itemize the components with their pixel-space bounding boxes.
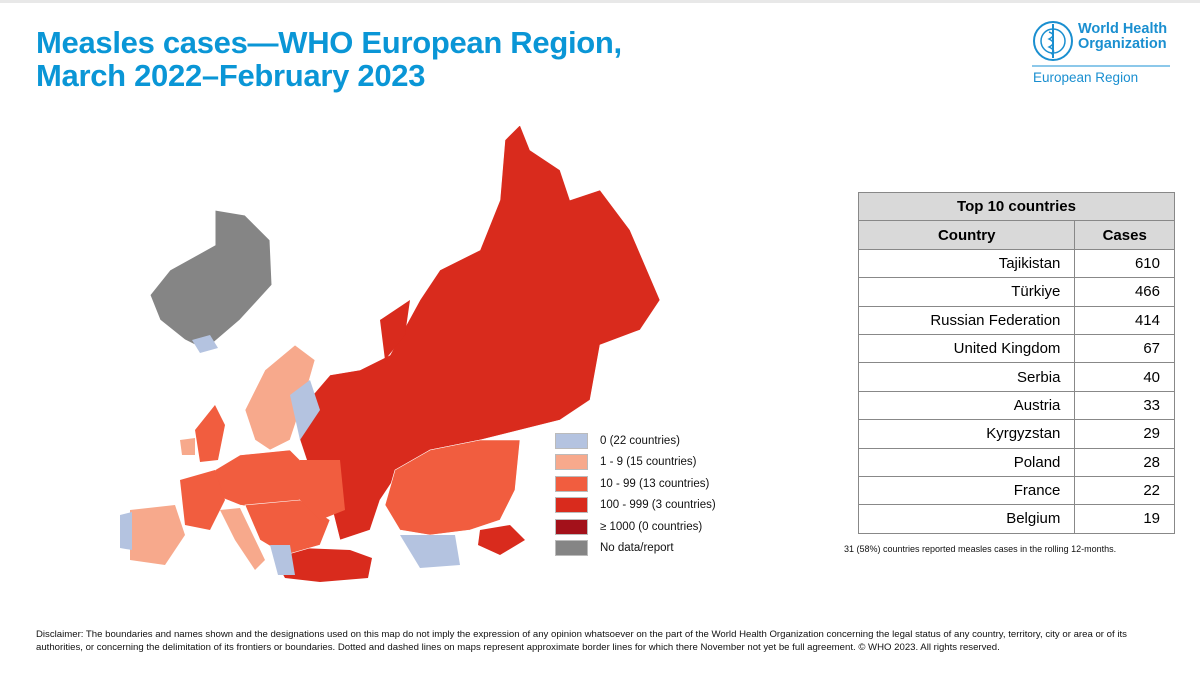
legend-swatch [555, 518, 588, 535]
cases-cell: 29 [1074, 419, 1175, 449]
country-cell: Belgium [857, 504, 1076, 534]
who-region: European Region [1033, 70, 1139, 85]
kazakhstan-central-asia [384, 439, 521, 536]
cases-cell: 22 [1074, 475, 1175, 506]
legend-item: 1 - 9 (15 countries) [555, 452, 716, 474]
legend-item: No data/report [555, 538, 716, 560]
iberia [130, 505, 185, 565]
table-row: Austria 33 [857, 390, 1175, 421]
disclaimer: Disclaimer: The boundaries and names sho… [36, 629, 1127, 653]
france [180, 470, 225, 530]
legend-item: 10 - 99 (13 countries) [555, 473, 716, 495]
country-cell: Poland [857, 447, 1076, 477]
ukraine-region [300, 460, 345, 520]
cases-cell: 610 [1074, 248, 1175, 279]
table-row: Russian Federation 414 [857, 305, 1175, 335]
table-row: Serbia 40 [857, 362, 1175, 392]
legend-swatch [555, 432, 588, 449]
who-logo: World Health Organization European Region [1030, 18, 1175, 88]
greenland [149, 209, 273, 351]
country-cell: Serbia [857, 362, 1076, 392]
legend-item: ≥ 1000 (0 countries) [555, 516, 716, 538]
top-10-table: Top 10 countries Country Cases Tajikistan… [857, 191, 1175, 534]
country-cell: Türkiye [857, 277, 1076, 307]
table-row: Poland 28 [857, 447, 1175, 477]
finland [290, 380, 320, 440]
country-cell: United Kingdom [857, 333, 1076, 364]
iceland [192, 335, 218, 353]
cases-cell: 28 [1074, 447, 1175, 477]
table-row: Tajikistan 610 [857, 248, 1175, 279]
table-row: Türkiye 466 [857, 277, 1175, 307]
country-cell: Tajikistan [857, 248, 1076, 279]
table-row: France 22 [857, 475, 1175, 506]
italy [220, 508, 265, 570]
novaya-zemlya [380, 300, 410, 360]
col-country: Country [857, 220, 1076, 250]
country-cell: Austria [857, 390, 1076, 421]
turkiye [275, 548, 372, 582]
tajikistan [478, 525, 525, 555]
cases-cell: 40 [1074, 362, 1175, 392]
legend-swatch [555, 475, 588, 492]
top-border [0, 0, 1200, 3]
title-line-2: March 2022–February 2023 [36, 58, 426, 93]
who-name: World Health Organization [1078, 21, 1168, 52]
table-row: Belgium 19 [857, 504, 1175, 534]
europe-choropleth-map [120, 124, 661, 582]
country-cell: Kyrgyzstan [857, 419, 1076, 449]
cases-cell: 19 [1074, 504, 1175, 534]
map-legend: 0 (22 countries) 1 - 9 (15 countries) 10… [555, 430, 716, 559]
country-cell: Russian Federation [857, 305, 1076, 335]
legend-swatch [555, 497, 588, 514]
ireland [180, 438, 195, 455]
footnote: 31 (58%) countries reported measles case… [844, 544, 1117, 554]
cases-cell: 33 [1074, 390, 1175, 421]
who-emblem-icon [1033, 21, 1073, 61]
title-line-1: Measles cases—WHO European Region, [36, 25, 622, 60]
legend-item: 100 - 999 (3 countries) [555, 495, 716, 517]
uk [195, 405, 225, 462]
logo-divider [1032, 65, 1170, 67]
portugal [120, 512, 132, 550]
greece [270, 545, 295, 575]
russia [299, 124, 661, 541]
turkmenistan [400, 535, 460, 568]
country-cell: France [857, 475, 1076, 506]
table-title: Top 10 countries [858, 191, 1175, 222]
table-row: United Kingdom 67 [857, 333, 1175, 364]
legend-swatch [555, 454, 588, 471]
page-title: Measles cases—WHO European Region, March… [36, 26, 622, 92]
legend-swatch [555, 540, 588, 557]
cases-cell: 414 [1074, 305, 1175, 335]
legend-item: 0 (22 countries) [555, 430, 716, 452]
table-row: Kyrgyzstan 29 [857, 419, 1175, 449]
cases-cell: 67 [1074, 333, 1175, 364]
col-cases: Cases [1074, 220, 1175, 250]
cases-cell: 466 [1074, 277, 1175, 307]
